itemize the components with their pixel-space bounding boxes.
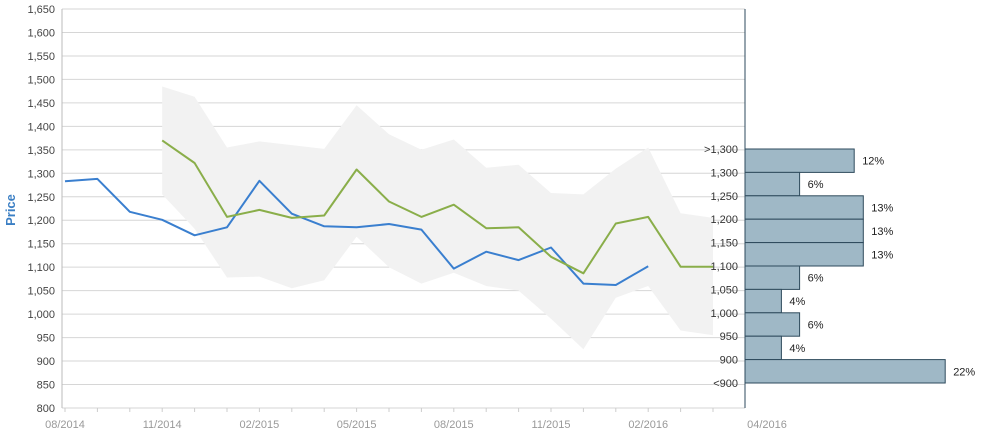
distribution-bars: >1,300 12% 1,300 6% 1,250 13% 1,200 13% 1,150 13%… [704,144,975,390]
bin-label: <900 [713,378,738,390]
x-tick-label: 04/2016 [747,419,787,431]
bar-percent-label: 6% [808,320,824,332]
y-tick-label: 1,450 [27,98,55,110]
distribution-bar [744,312,801,337]
y-tick-label: 1,650 [27,4,55,16]
x-tick-label: 08/2015 [434,419,474,431]
distribution-bar [744,171,801,197]
y-tick-label: 1,150 [27,239,55,251]
distribution-bar [744,242,864,267]
y-axis-label: Price [3,194,18,226]
x-tick-label: 02/2015 [240,419,280,431]
y-tick-label: 1,200 [27,215,55,227]
bin-label: 900 [720,355,738,367]
y-tick-label: 1,550 [27,51,55,63]
y-tick-label: 850 [37,380,55,392]
y-tick-label: 950 [37,333,55,345]
x-tick-label: 11/2015 [532,419,571,431]
y-tick-label: 1,050 [27,286,55,298]
bin-label: 950 [720,331,738,343]
confidence-band [162,86,713,350]
bar-percent-label: 6% [808,179,824,191]
y-tick-label: 1,500 [27,74,55,86]
bar-percent-label: 13% [871,249,893,261]
y-tick-label: 1,600 [27,27,55,39]
y-tick-label: 800 [37,403,55,415]
bar-percent-label: 6% [808,273,824,285]
bin-label: 1,250 [710,191,738,203]
distribution-bar [744,265,801,290]
distribution-bar [744,335,782,361]
x-tick-label: 08/2014 [45,419,85,431]
y-tick-label: 1,350 [27,145,55,157]
series-line-1 [64,177,649,286]
y-tick-label: 1,100 [27,262,55,274]
distribution-bar [744,148,855,173]
series-line-2 [161,139,713,275]
bin-label: 1,300 [710,167,738,179]
x-tick-label: 11/2014 [143,419,182,431]
bar-percent-label: 13% [871,203,893,215]
bin-label: >1,300 [704,144,738,156]
bar-percent-label: 4% [789,343,805,355]
x-tick-labels: 08/2014 11/2014 02/2015 05/2015 08/2015 11/20… [45,408,787,431]
distribution-bar [744,359,946,384]
y-tick-label: 1,400 [27,121,55,133]
distribution-bar [744,288,782,314]
bin-label: 1,100 [710,261,738,273]
distribution-bar [744,195,864,220]
bar-percent-label: 22% [953,366,975,378]
y-tick-label: 1,000 [27,309,55,321]
bar-percent-label: 12% [862,156,884,168]
bin-label: 1,000 [710,308,738,320]
y-tick-label: 1,250 [27,192,55,204]
bin-label: 1,150 [710,238,738,250]
x-tick-label: 05/2015 [337,419,377,431]
y-tick-label: 1,300 [27,168,55,180]
distribution-bar [744,218,864,244]
series-lines [64,139,713,286]
y-tick-labels: 800 850 900 950 1,000 1,050 1,100 1,150 1,200 1,2… [27,4,55,415]
bin-label: 1,050 [710,284,738,296]
bar-percent-label: 4% [789,296,805,308]
bar-percent-label: 13% [871,226,893,238]
x-tick-label: 02/2016 [628,419,668,431]
y-tick-label: 900 [37,356,55,368]
bin-label: 1,200 [710,214,738,226]
